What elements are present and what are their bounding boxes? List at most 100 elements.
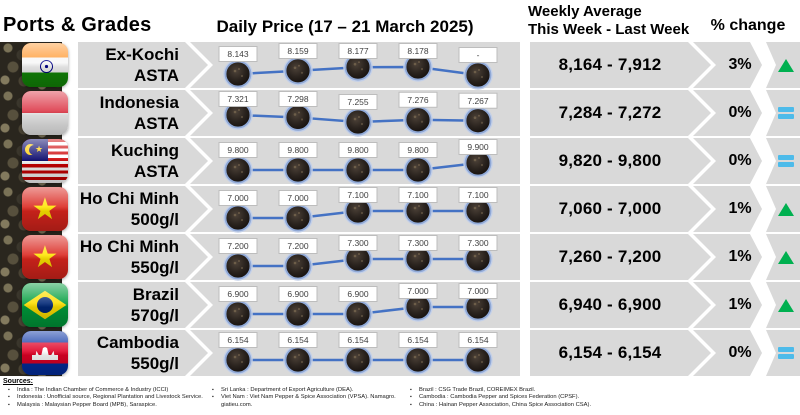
sources-column-3: ▪ Brazil : CSG Trade Brazil, COREIMEX Bra… [410, 387, 640, 409]
source-item: ▪ Malaysia : Malaysian Pepper Board (MPB)… [8, 401, 157, 408]
column-header-weekly-average: Weekly Average This Week - Last Week [528, 3, 689, 39]
chevron-right-icon [185, 138, 213, 184]
table-row: Cambodia 550g/l 6.154 6.154 6.154 6.154 6.15… [0, 330, 800, 378]
pepper-point [224, 252, 252, 280]
svg-text:7.267: 7.267 [467, 96, 489, 106]
pepper-point [284, 57, 312, 85]
chevron-right-icon [688, 90, 716, 136]
svg-text:9.800: 9.800 [287, 145, 309, 155]
pepper-point [224, 204, 252, 232]
price-label: 6.154 [218, 332, 258, 348]
source-item: ▪ India : The Indian Chamber of Commerce … [8, 387, 169, 393]
source-item: ▪ Indonesia : Unofficial source, Regional… [8, 394, 203, 401]
chevron-right-icon [688, 330, 716, 376]
weekly-average-value: 9,820 - 9,800 [558, 151, 662, 170]
table-row: Ho Chi Minh 550g/l 7.200 7.200 7.300 7.300 7… [0, 234, 800, 282]
svg-text:6.154: 6.154 [407, 335, 429, 345]
port-name: Ho Chi Minh [79, 189, 179, 208]
pepper-point [404, 346, 432, 374]
trend-indicator-box [766, 90, 800, 136]
percent-change-value: 1% [728, 296, 752, 313]
equal-icon [778, 105, 794, 122]
svg-text:6.154: 6.154 [347, 335, 369, 345]
pepper-point [284, 300, 312, 328]
trend-indicator-box [766, 186, 800, 232]
up-triangle-icon [778, 58, 794, 72]
svg-text:-: - [477, 50, 480, 60]
svg-text:7.000: 7.000 [467, 286, 489, 296]
chevron-right-icon [688, 138, 716, 184]
chevron-right-icon [688, 42, 716, 88]
trend-indicator-box [766, 330, 800, 376]
price-label: 9.800 [398, 142, 438, 158]
price-label: 7.300 [398, 235, 438, 251]
chevron-right-icon [688, 186, 716, 232]
column-header-daily-price: Daily Price (17 – 21 March 2025) [216, 17, 474, 36]
bullet-icon: ▪ [8, 387, 10, 393]
port-grade-label: Ho Chi Minh 550g/l [78, 234, 185, 280]
percent-change-value: 0% [728, 344, 752, 361]
price-label: 9.900 [458, 139, 498, 155]
price-label: 7.200 [218, 238, 258, 254]
up-triangle-icon [778, 250, 794, 264]
price-label: - [458, 47, 498, 63]
chevron-right-icon [688, 282, 716, 328]
daily-price-sparkline: 6.154 6.154 6.154 6.154 6.154 [218, 332, 498, 375]
source-item: ▪ Cambodia : Cambodia Pepper and Spices F… [410, 394, 580, 401]
port-name: Brazil [132, 285, 179, 304]
chevron-right-icon [185, 282, 213, 328]
weekly-average-value: 7,060 - 7,000 [558, 199, 662, 218]
flag-india-icon [22, 43, 68, 87]
daily-price-sparkline: 7.321 7.298 7.255 7.276 7.267 [218, 91, 498, 137]
pepper-point [224, 300, 252, 328]
grade-name: 500g/l [130, 210, 179, 229]
price-label: 8.143 [218, 46, 258, 62]
pepper-point [284, 204, 312, 232]
price-label: 6.154 [458, 332, 498, 348]
percent-change-value: 0% [728, 152, 752, 169]
price-label: 7.300 [338, 235, 378, 251]
column-header-ports-grades: Ports & Grades [3, 14, 152, 36]
price-table: Ex-Kochi ASTA 8.143 8.159 8.177 8.178 - 8,16… [0, 42, 800, 378]
pepper-point [224, 60, 252, 88]
price-label: 7.200 [278, 238, 318, 254]
price-label: 7.300 [458, 235, 498, 251]
bullet-icon: ▪ [212, 387, 214, 393]
svg-text:9.800: 9.800 [407, 145, 429, 155]
svg-text:7.000: 7.000 [227, 193, 249, 203]
weekly-average-band: 7,060 - 7,000 1% [530, 186, 762, 232]
bullet-icon: ▪ [410, 387, 412, 393]
weekly-average-band: 6,940 - 6,900 1% [530, 282, 762, 328]
grade-name: 570g/l [130, 306, 179, 325]
weekly-average-value: 7,260 - 7,200 [558, 247, 662, 266]
chevron-right-icon [185, 330, 213, 376]
svg-text:6.154: 6.154 [467, 335, 489, 345]
trend-indicator-box [766, 138, 800, 184]
price-label: 7.276 [398, 91, 438, 108]
daily-price-sparkline: 7.000 7.000 7.100 7.100 7.100 [218, 187, 498, 233]
price-label: 6.900 [218, 286, 258, 302]
equal-icon [778, 153, 794, 170]
price-label: 9.800 [278, 142, 318, 158]
chevron-right-icon [185, 234, 213, 280]
sources-column-2: ▪ Sri Lanka : Department of Export Agricu… [212, 387, 404, 409]
column-header-percent-change: % change [710, 17, 786, 34]
price-label: 7.100 [398, 187, 438, 203]
svg-text:9.800: 9.800 [227, 145, 249, 155]
daily-price-sparkline: 9.800 9.800 9.800 9.800 9.900 [218, 139, 498, 185]
port-grade-label: Ex-Kochi ASTA [78, 42, 185, 88]
pepper-point [284, 156, 312, 184]
trend-indicator-box [766, 234, 800, 280]
svg-text:7.255: 7.255 [347, 97, 369, 107]
price-label: 6.154 [338, 332, 378, 348]
ashoka-chakra [39, 59, 53, 73]
port-name: Kuching [111, 141, 179, 160]
price-label: 7.255 [338, 94, 378, 110]
svg-text:7.000: 7.000 [287, 193, 309, 203]
flag-cambodia-icon [22, 331, 68, 375]
percent-change-value: 1% [728, 200, 752, 217]
price-label: 7.321 [218, 91, 258, 107]
percent-change-value: 1% [728, 248, 752, 265]
svg-text:7.300: 7.300 [347, 238, 369, 248]
svg-text:6.154: 6.154 [287, 335, 309, 345]
